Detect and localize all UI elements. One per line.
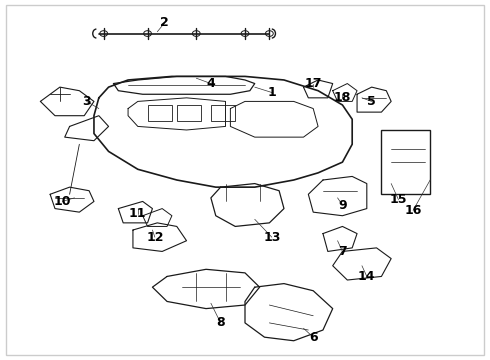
FancyBboxPatch shape xyxy=(381,130,430,194)
Bar xyxy=(177,105,201,121)
Text: 13: 13 xyxy=(263,231,280,244)
Text: 11: 11 xyxy=(129,207,147,220)
Bar xyxy=(211,105,235,121)
Text: 18: 18 xyxy=(334,91,351,104)
Text: 16: 16 xyxy=(404,204,422,217)
Text: 14: 14 xyxy=(358,270,375,283)
Bar xyxy=(147,105,172,121)
Text: 3: 3 xyxy=(82,95,91,108)
Text: 5: 5 xyxy=(368,95,376,108)
Text: 12: 12 xyxy=(146,231,164,244)
Text: 9: 9 xyxy=(338,198,347,212)
Text: 17: 17 xyxy=(304,77,322,90)
Text: 10: 10 xyxy=(53,195,71,208)
Text: 7: 7 xyxy=(338,245,347,258)
Text: 8: 8 xyxy=(216,316,225,329)
Text: 6: 6 xyxy=(309,331,318,344)
Text: 4: 4 xyxy=(206,77,215,90)
Text: 2: 2 xyxy=(160,16,169,29)
Text: 15: 15 xyxy=(390,193,407,206)
Text: 1: 1 xyxy=(268,86,276,99)
